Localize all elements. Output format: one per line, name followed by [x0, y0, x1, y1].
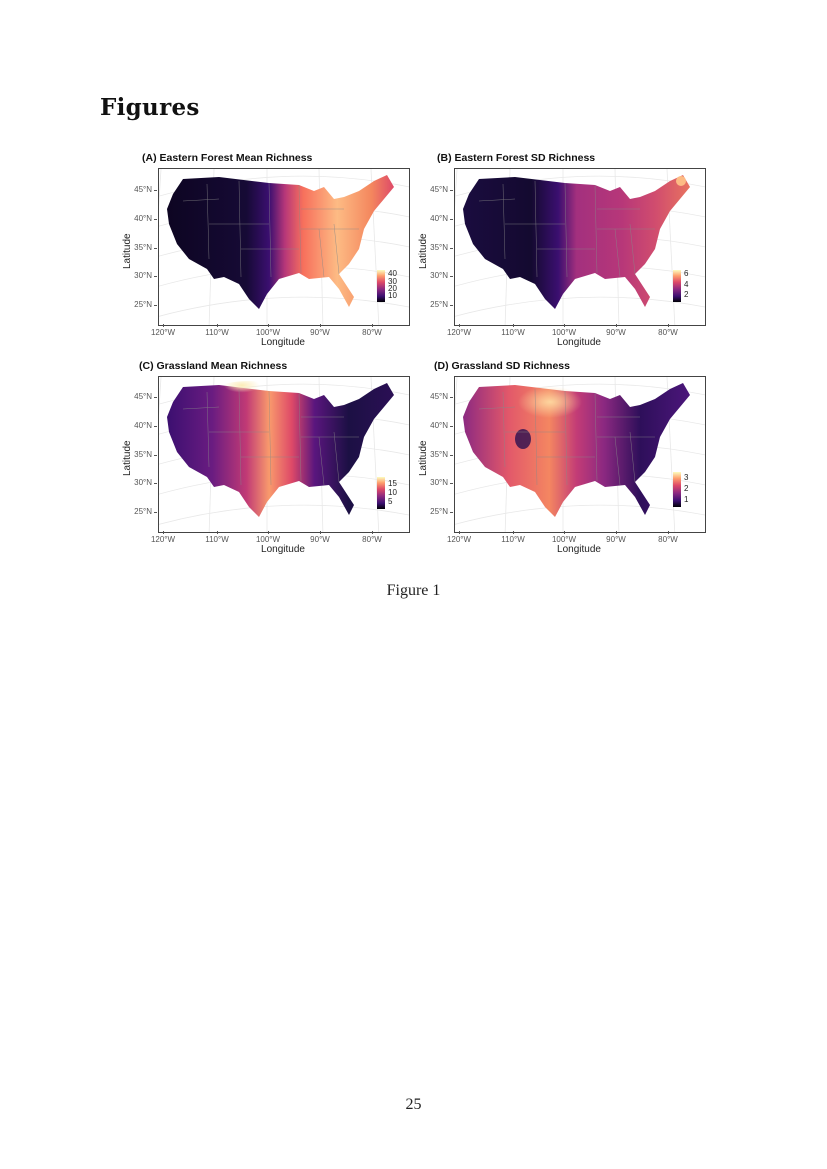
x-axis-label: Longitude — [557, 544, 601, 555]
legend-label: 10 — [388, 488, 397, 497]
y-tick: 40°N — [416, 214, 453, 223]
x-tick: 110°W — [197, 531, 237, 544]
legend-label: 10 — [388, 291, 397, 300]
x-tick: 110°W — [197, 324, 237, 337]
page-number: 25 — [405, 1096, 422, 1113]
legend-label: 3 — [684, 473, 689, 482]
y-tick: 25°N — [120, 507, 157, 516]
y-axis-label: Latitude — [122, 233, 133, 269]
y-tick: 25°N — [120, 300, 157, 309]
y-axis-label: Latitude — [122, 440, 133, 476]
legend-label: 4 — [684, 280, 689, 289]
legend-label: 30 — [388, 277, 397, 286]
map-plot — [158, 376, 410, 533]
x-axis-label: Longitude — [261, 544, 305, 555]
panel-c: (C) Grassland Mean Richness — [102, 360, 410, 560]
section-heading: Figures — [100, 94, 200, 121]
x-tick: 90°W — [596, 531, 636, 544]
x-tick: 120°W — [439, 531, 479, 544]
legend-colorbar — [673, 472, 681, 507]
x-tick: 100°W — [248, 324, 288, 337]
legend-colorbar — [377, 477, 385, 509]
y-tick: 40°N — [120, 421, 157, 430]
y-tick: 30°N — [416, 478, 453, 487]
legend-label: 40 — [388, 269, 397, 278]
x-tick: 100°W — [248, 531, 288, 544]
panel-b: (B) Eastern Forest SD Richness — [398, 152, 706, 352]
x-tick: 100°W — [544, 324, 584, 337]
y-tick: 30°N — [416, 271, 453, 280]
us-map-forest-sd — [455, 169, 705, 325]
y-tick: 40°N — [120, 214, 157, 223]
x-tick: 80°W — [352, 531, 392, 544]
x-tick: 120°W — [143, 324, 183, 337]
us-map-grassland-sd — [455, 377, 705, 532]
x-axis-label: Longitude — [557, 337, 601, 348]
panel-title: (C) Grassland Mean Richness — [139, 360, 288, 372]
y-tick: 30°N — [120, 271, 157, 280]
x-tick: 80°W — [648, 531, 688, 544]
y-axis-label: Latitude — [418, 233, 429, 269]
map-plot — [454, 376, 706, 533]
y-tick: 35°N — [416, 243, 453, 252]
x-axis-label: Longitude — [261, 337, 305, 348]
y-tick: 35°N — [120, 243, 157, 252]
legend-colorbar — [377, 270, 385, 302]
x-tick: 90°W — [300, 531, 340, 544]
us-map-forest-mean — [159, 169, 409, 325]
legend-label: 2 — [684, 484, 689, 493]
us-map-grassland-mean — [159, 377, 409, 532]
x-tick: 120°W — [143, 531, 183, 544]
map-plot — [454, 168, 706, 326]
x-tick: 80°W — [352, 324, 392, 337]
legend-label: 6 — [684, 269, 689, 278]
y-tick: 30°N — [120, 478, 157, 487]
x-tick: 110°W — [493, 531, 533, 544]
panel-title: (D) Grassland SD Richness — [434, 360, 570, 372]
x-tick: 110°W — [493, 324, 533, 337]
panel-a: (A) Eastern Forest Mean Richness — [102, 152, 410, 352]
x-tick: 120°W — [439, 324, 479, 337]
y-tick: 35°N — [120, 450, 157, 459]
y-tick: 45°N — [416, 392, 453, 401]
legend-label: 15 — [388, 479, 397, 488]
panel-d: (D) Grassland SD Richness — [398, 360, 706, 560]
x-tick: 80°W — [648, 324, 688, 337]
y-tick: 25°N — [416, 507, 453, 516]
y-tick: 45°N — [120, 185, 157, 194]
legend-label: 2 — [684, 290, 689, 299]
y-tick: 35°N — [416, 450, 453, 459]
y-tick: 45°N — [416, 185, 453, 194]
x-tick: 100°W — [544, 531, 584, 544]
figure-caption: Figure 1 — [386, 582, 441, 599]
y-tick: 45°N — [120, 392, 157, 401]
panel-title: (B) Eastern Forest SD Richness — [437, 152, 596, 164]
map-plot — [158, 168, 410, 326]
legend-label: 5 — [388, 497, 393, 506]
x-tick: 90°W — [596, 324, 636, 337]
y-axis-label: Latitude — [418, 440, 429, 476]
y-tick: 40°N — [416, 421, 453, 430]
y-tick: 25°N — [416, 300, 453, 309]
legend-label: 1 — [684, 495, 689, 504]
legend-colorbar — [673, 270, 681, 302]
legend-label: 20 — [388, 284, 397, 293]
x-tick: 90°W — [300, 324, 340, 337]
panel-title: (A) Eastern Forest Mean Richness — [142, 152, 313, 164]
